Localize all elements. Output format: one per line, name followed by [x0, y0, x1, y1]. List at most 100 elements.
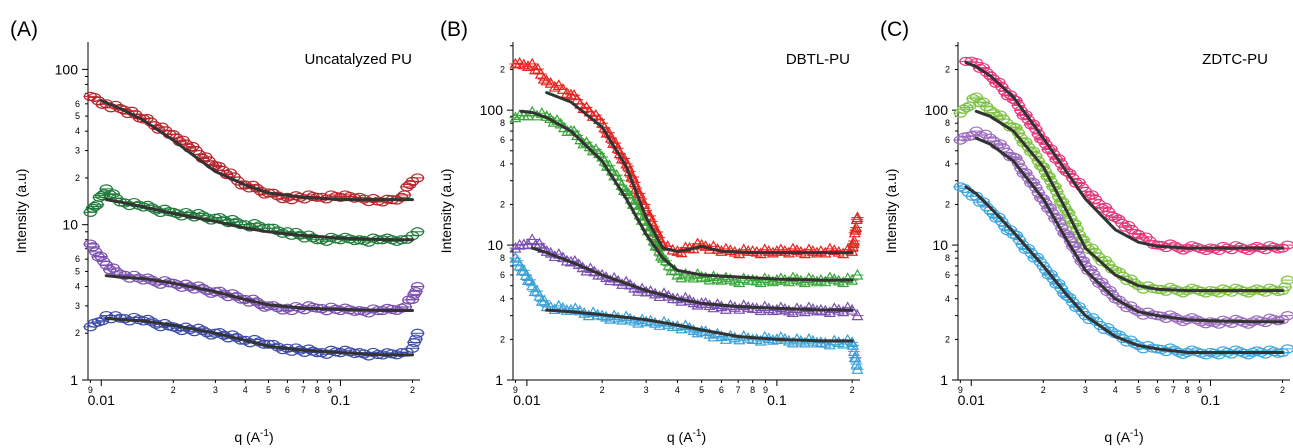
x-tick-label: 0.1: [331, 392, 351, 408]
y-minor-tick-label: 2: [945, 334, 950, 344]
fit-line-2: [974, 109, 1284, 293]
panel-title: ZDTC-PU: [1202, 51, 1268, 68]
data-point-fill: [533, 237, 546, 249]
x-minor-tick-label: 5: [266, 385, 271, 395]
fit-line-3: [974, 136, 1284, 324]
y-minor-tick-label: 8: [945, 253, 950, 263]
data-point-fill: [632, 316, 645, 328]
y-minor-tick-label: 4: [945, 294, 950, 304]
x-minor-tick-label: 2: [1280, 385, 1285, 395]
y-minor-tick-label: 8: [500, 118, 505, 128]
data-point-fill: [766, 304, 779, 316]
x-minor-tick-label: 9: [958, 385, 963, 395]
x-minor-tick-label: 8: [315, 385, 320, 395]
y-minor-tick-label: 5: [75, 111, 80, 121]
y-tick-label: 100: [480, 102, 504, 118]
fit-line-4: [545, 308, 854, 343]
y-minor-tick-label: 8: [945, 118, 950, 128]
y-minor-tick-label: 3: [75, 301, 80, 311]
data-point-fill: [548, 80, 561, 92]
y-axis-title: Intensity (a.u): [883, 169, 899, 254]
fit-line-2: [519, 109, 854, 282]
x-tick-label: 0.01: [88, 392, 115, 408]
x-tick-label: 0.01: [958, 392, 985, 408]
data-point-fill: [841, 301, 854, 313]
x-minor-tick-label: 3: [1083, 385, 1088, 395]
x-minor-tick-label: 2: [171, 385, 176, 395]
panel-label: (B): [440, 18, 468, 41]
y-minor-tick-label: 2: [75, 173, 80, 183]
x-minor-tick-label: 4: [675, 385, 680, 395]
fit-line-3: [104, 274, 414, 312]
data-point-fill: [568, 254, 581, 266]
x-minor-tick-label: 6: [285, 385, 290, 395]
data-point-fill: [846, 240, 859, 251]
x-minor-tick-label: 3: [213, 385, 218, 395]
y-tick-label: 10: [62, 217, 78, 233]
data-point-fill: [786, 336, 799, 348]
x-axis-title: q (A-1): [1104, 428, 1143, 445]
y-minor-tick-label: 2: [945, 199, 950, 209]
y-tick-label: 100: [925, 102, 949, 118]
y-minor-tick-label: 6: [75, 99, 80, 109]
x-minor-tick-label: 2: [600, 385, 605, 395]
panel-label: (A): [10, 18, 38, 41]
x-minor-tick-label: 7: [1171, 385, 1176, 395]
y-tick-label: 100: [55, 61, 79, 77]
y-tick-label: 10: [487, 237, 503, 253]
x-minor-tick-label: 2: [850, 385, 855, 395]
data-point-fill: [587, 306, 600, 318]
x-minor-tick-label: 8: [750, 385, 755, 395]
x-minor-tick-label: 6: [1155, 385, 1160, 395]
data-point: [620, 185, 633, 196]
x-minor-tick-label: 9: [327, 385, 332, 395]
fit-line-4: [104, 316, 414, 357]
x-minor-tick-label: 7: [736, 385, 741, 395]
y-minor-tick-label: 6: [75, 254, 80, 264]
x-minor-tick-label: 9: [763, 385, 768, 395]
data-point-fill: [632, 284, 645, 296]
data-point-fill: [548, 303, 561, 314]
y-minor-tick-label: 4: [945, 159, 950, 169]
data-point: [526, 233, 539, 245]
data-point: [509, 111, 522, 123]
series-1: [509, 56, 864, 259]
y-minor-tick-label: 4: [75, 126, 80, 136]
y-minor-tick-label: 4: [500, 159, 505, 169]
data-point-fill: [653, 319, 666, 330]
y-minor-tick-label: 4: [75, 281, 80, 291]
data-point-fill: [847, 237, 860, 249]
x-minor-tick-label: 4: [243, 385, 248, 395]
data-point-fill: [849, 351, 862, 363]
series-4: [953, 182, 1293, 360]
y-minor-tick-label: 8: [500, 253, 505, 263]
x-axis-title: q (A-1): [234, 428, 273, 445]
data-point-fill: [850, 221, 863, 233]
data-point-fill: [560, 304, 573, 315]
x-tick-label: 0.1: [767, 392, 787, 408]
x-minor-tick-label: 3: [644, 385, 649, 395]
x-minor-tick-label: 9: [513, 385, 518, 395]
data-point-fill: [577, 137, 590, 149]
x-minor-tick-label: 5: [1136, 385, 1141, 395]
y-minor-tick-label: 2: [500, 199, 505, 209]
data-point-fill: [604, 312, 617, 324]
y-tick-label: 1: [495, 372, 503, 388]
y-minor-tick-label: 6: [945, 270, 950, 280]
y-axis-title: Intensity (a.u): [13, 169, 29, 254]
x-minor-tick-label: 2: [410, 385, 415, 395]
y-minor-tick-label: 2: [945, 65, 950, 75]
y-minor-tick-label: 5: [75, 266, 80, 276]
x-minor-tick-label: 2: [1041, 385, 1046, 395]
fit-line-1: [99, 99, 414, 202]
data-point-fill: [849, 223, 862, 235]
panel-label: (C): [880, 18, 909, 41]
series-4: [83, 310, 425, 361]
x-minor-tick-label: 8: [1185, 385, 1190, 395]
data-point-fill: [733, 333, 746, 345]
data-point-fill: [798, 336, 811, 348]
y-minor-tick-label: 6: [945, 135, 950, 145]
x-minor-tick-label: 9: [1197, 385, 1202, 395]
